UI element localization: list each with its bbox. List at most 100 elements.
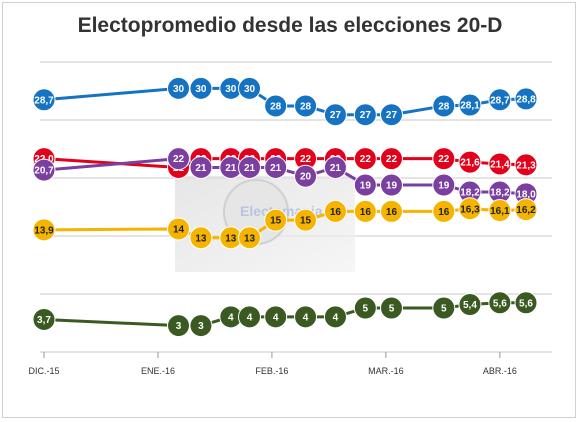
data-label: 14 [173, 224, 185, 235]
data-label: 4 [228, 312, 234, 323]
data-label: 22 [173, 154, 185, 165]
data-label: 5,6 [519, 298, 533, 309]
data-point [488, 291, 512, 315]
data-point [264, 94, 288, 118]
data-point [432, 199, 456, 223]
data-label: 13 [225, 233, 237, 244]
data-label: 3,7 [37, 315, 51, 326]
data-label: 19 [438, 181, 450, 192]
data-label: 16 [386, 207, 398, 218]
data-point [379, 173, 403, 197]
data-label: 30 [225, 84, 237, 95]
data-point [458, 93, 482, 117]
data-point [323, 155, 347, 179]
data-label: 19 [360, 181, 372, 192]
data-label: 13,9 [34, 225, 54, 236]
data-point [379, 296, 403, 320]
data-label: 5 [389, 304, 395, 315]
data-label: 22 [438, 154, 450, 165]
data-label: 30 [244, 84, 256, 95]
x-tick-label: FEB.-16 [255, 366, 288, 376]
data-label: 21 [330, 163, 342, 174]
data-label: 16 [438, 207, 450, 218]
data-point [514, 198, 538, 222]
data-point [167, 147, 191, 171]
data-point [32, 218, 56, 242]
data-point [458, 197, 482, 221]
data-label: 16 [330, 207, 342, 218]
data-point [432, 173, 456, 197]
data-point [238, 76, 262, 100]
data-point [353, 103, 377, 127]
series-layer: 28,73030303028282727272828,128,728,822,0… [32, 76, 538, 338]
data-label: 28,7 [34, 95, 54, 106]
series-3: 13,9 14 13 13 13 15 15 16 16 16 16 16,3 16,1 16,2 [32, 197, 538, 250]
data-point [488, 199, 512, 223]
data-label: 21,6 [460, 158, 480, 169]
data-label: 16,2 [516, 205, 536, 216]
data-point [514, 153, 538, 177]
data-label: 21 [270, 163, 282, 174]
data-point [32, 158, 56, 182]
data-point [189, 76, 213, 100]
data-label: 16,1 [490, 206, 510, 217]
data-label: 4 [247, 312, 253, 323]
data-point [353, 147, 377, 171]
data-point [458, 150, 482, 174]
data-label: 4 [273, 312, 279, 323]
data-point [294, 164, 318, 188]
data-label: 4 [303, 312, 309, 323]
data-label: 15 [270, 216, 282, 227]
data-label: 27 [386, 110, 398, 121]
data-point [432, 94, 456, 118]
data-point [238, 226, 262, 250]
data-label: 27 [360, 110, 372, 121]
data-point [353, 296, 377, 320]
data-point [167, 217, 191, 241]
data-label: 5,6 [493, 298, 507, 309]
data-label: 27 [330, 110, 342, 121]
data-label: 21 [244, 163, 256, 174]
data-point [379, 103, 403, 127]
data-point [488, 88, 512, 112]
data-point [264, 208, 288, 232]
x-tick-label: DIC.-15 [28, 366, 59, 376]
data-label: 3 [176, 321, 182, 332]
data-label: 30 [195, 84, 207, 95]
data-label: 22 [386, 154, 398, 165]
series-4: 3,7 3 3 4 4 4 4 4 5 5 5 5,4 5,6 5,6 [32, 291, 538, 338]
data-label: 16 [360, 207, 372, 218]
data-label: 22 [300, 154, 312, 165]
data-point [353, 173, 377, 197]
data-label: 28,8 [516, 94, 536, 105]
data-point [323, 103, 347, 127]
data-label: 21 [225, 163, 237, 174]
data-label: 22 [360, 154, 372, 165]
series-2: 20,7 22 21 21 21 21 20 21 19 19 19 18,2 18,2 18,0 [32, 147, 538, 206]
data-label: 28 [270, 101, 282, 112]
data-label: 20 [300, 172, 312, 183]
x-axis: DIC.-15 ENE.-16 FEB.-16 MAR.-16 ABR.-16 [28, 352, 517, 376]
data-point [264, 305, 288, 329]
data-label: 3 [198, 321, 204, 332]
data-point [379, 199, 403, 223]
data-point [32, 307, 56, 331]
data-label: 16,3 [460, 204, 480, 215]
data-point [238, 305, 262, 329]
data-point [323, 305, 347, 329]
data-label: 19 [386, 181, 398, 192]
data-point [379, 147, 403, 171]
data-point [323, 199, 347, 223]
data-point [353, 199, 377, 223]
data-point [294, 208, 318, 232]
data-label: 28,7 [490, 95, 510, 106]
data-point [32, 88, 56, 112]
data-label: 28 [300, 101, 312, 112]
data-point [514, 291, 538, 315]
data-label: 18,0 [516, 189, 536, 200]
data-point [238, 155, 262, 179]
data-label: 30 [173, 84, 185, 95]
series-0: 28,7 30 30 30 30 28 28 27 27 27 28 28,1 28,7 28,8 [32, 76, 538, 127]
data-point [189, 155, 213, 179]
